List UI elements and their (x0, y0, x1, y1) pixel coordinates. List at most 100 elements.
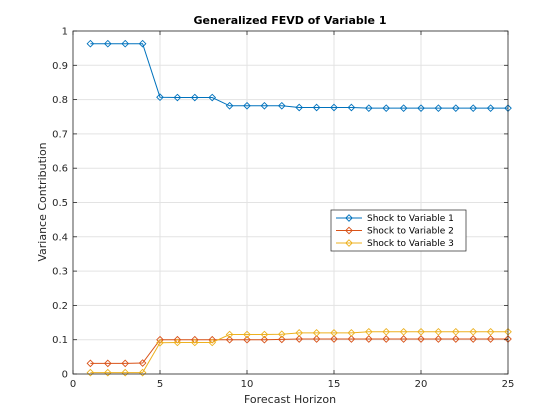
data-point (277, 330, 286, 339)
y-tick-label: 0.3 (52, 267, 68, 278)
data-point (295, 103, 304, 112)
legend-label: Shock to Variable 3 (367, 239, 454, 249)
data-point (190, 338, 199, 347)
chart-title: Generalized FEVD of Variable 1 (194, 14, 387, 27)
data-point (451, 327, 460, 336)
x-tick-label: 25 (502, 379, 515, 390)
y-tick-label: 0.9 (52, 61, 68, 72)
y-tick-label: 0.1 (52, 335, 68, 346)
data-point (347, 329, 356, 337)
data-point (260, 330, 269, 339)
data-point (364, 327, 373, 336)
y-tick-label: 0.7 (52, 129, 68, 140)
y-tick-label: 0.6 (52, 164, 68, 175)
data-point (138, 359, 147, 367)
x-tick-label: 5 (157, 379, 163, 390)
data-point (208, 93, 217, 102)
data-point (103, 368, 112, 377)
data-point (364, 335, 373, 343)
data-point (86, 39, 95, 48)
y-tick-label: 0.4 (52, 232, 68, 243)
series-1 (86, 39, 512, 113)
series-line (90, 331, 508, 374)
data-point (173, 93, 182, 102)
data-point (121, 359, 130, 368)
data-point (486, 335, 495, 343)
data-point (330, 329, 338, 337)
data-point (295, 335, 304, 343)
data-point (347, 335, 356, 343)
data-point (382, 335, 391, 343)
legend-marker (345, 226, 353, 235)
data-point (417, 104, 425, 113)
data-point (399, 327, 408, 336)
legend-item: Shock to Variable 2 (336, 227, 454, 237)
legend-marker (345, 214, 353, 222)
data-point (330, 103, 338, 112)
legend-marker (345, 239, 353, 247)
data-point (243, 101, 251, 110)
data-point (260, 335, 269, 344)
data-point (382, 327, 391, 336)
data-point (364, 104, 373, 113)
data-point (399, 104, 408, 113)
legend-item: Shock to Variable 1 (336, 214, 454, 224)
data-point (277, 335, 286, 344)
legend: Shock to Variable 1 Shock to Variable 2 Sh… (330, 209, 467, 252)
series-layer (86, 39, 512, 377)
data-point (469, 335, 478, 343)
data-point (86, 368, 95, 377)
data-point (156, 93, 164, 102)
data-point (260, 101, 269, 110)
data-point (156, 338, 164, 347)
data-point (225, 101, 234, 110)
data-point (103, 39, 112, 48)
data-point (417, 327, 425, 336)
data-point (382, 104, 391, 113)
data-point (121, 368, 130, 377)
data-point (312, 103, 321, 112)
y-tick-label: 0 (62, 370, 68, 381)
data-point (121, 39, 130, 48)
legend-label: Shock to Variable 2 (367, 227, 454, 237)
y-tick-label: 0.8 (52, 95, 68, 106)
x-tick-label: 20 (415, 379, 428, 390)
y-tick-label: 1 (62, 27, 68, 38)
data-point (434, 104, 443, 113)
data-point (469, 327, 478, 336)
x-axis-label: Forecast Horizon (244, 393, 336, 406)
legend-label: Shock to Variable 1 (367, 214, 454, 224)
data-point (312, 335, 321, 343)
data-point (486, 104, 495, 113)
data-point (417, 335, 425, 343)
data-point (451, 335, 460, 343)
data-point (399, 335, 408, 343)
data-point (486, 327, 495, 336)
data-point (225, 330, 234, 339)
data-point (138, 368, 147, 377)
data-point (434, 335, 443, 343)
x-tick-label: 10 (241, 379, 254, 390)
legend-item: Shock to Variable 3 (336, 239, 454, 249)
data-point (469, 104, 478, 113)
x-tick-label: 0 (70, 379, 76, 390)
data-point (347, 103, 356, 112)
y-tick-label: 0.2 (52, 301, 68, 312)
data-point (103, 359, 112, 368)
series-line (90, 43, 508, 109)
data-point (243, 330, 251, 339)
data-point (243, 335, 251, 344)
data-point (225, 335, 234, 344)
data-point (277, 101, 286, 110)
y-axis-label: Variance Contribution (36, 142, 49, 261)
y-tick-label: 0.5 (52, 198, 68, 209)
x-tick-label: 15 (328, 379, 341, 390)
data-point (138, 39, 147, 48)
data-point (173, 338, 182, 347)
data-point (86, 359, 95, 368)
ticks: 0 5 10 15 20 25 0 0.1 0.2 0.3 0.4 0.5 0.6 0.7 0.8 0.9 1 (52, 27, 514, 391)
data-point (330, 335, 338, 343)
series-3 (86, 327, 512, 377)
